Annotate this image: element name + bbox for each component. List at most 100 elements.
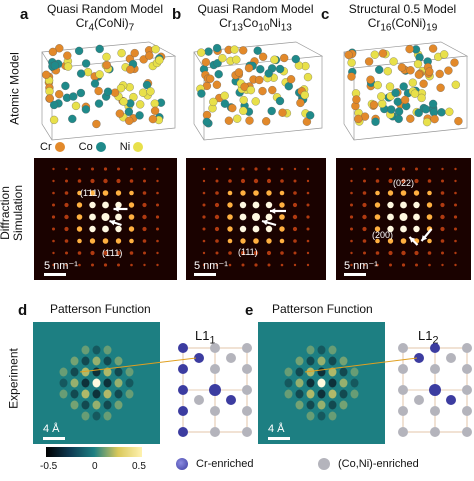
diffraction-spot [413,213,420,221]
diffraction-spot [252,213,260,221]
patterson-peak [92,367,101,377]
diffraction-spot [441,263,444,267]
diffraction-spot [215,191,219,195]
diffraction-spot [426,214,433,220]
diffraction-spot [156,263,159,267]
atom [244,63,254,73]
atom [232,55,241,64]
atom [63,51,72,60]
diffraction-spot [266,238,272,244]
diffraction-spot [349,215,354,219]
atom [90,79,100,88]
atom [220,99,230,108]
diffraction-spot [143,251,146,255]
diffraction-spot [415,263,418,267]
patterson-peak [125,389,134,399]
diffraction-spot [389,263,392,267]
diffraction-spot [253,238,259,244]
diffraction-spot [76,226,83,232]
atom [440,50,449,59]
atom [406,66,415,75]
atom [212,80,222,89]
atom [375,65,384,74]
diffraction-spot [350,263,353,267]
diffraction-spot [428,263,431,267]
atom [258,52,268,61]
coni-enriched-site [462,385,472,395]
diffraction-spot [267,167,271,171]
patterson-peak [103,411,112,421]
diffraction-spot [387,238,394,244]
diffraction-spot [102,225,109,233]
cr-enriched-site [446,395,456,405]
diffraction-spot [77,251,82,255]
patterson-peak [328,367,337,377]
arrow-head [109,219,116,226]
patterson-peak [306,411,315,421]
diffraction-spot [142,226,147,232]
diffraction-spot [306,179,310,183]
atom [116,84,126,93]
atom [110,88,120,97]
diffraction-spot [401,263,406,267]
atomic-model-b [186,34,326,154]
diffraction-spot [51,215,56,219]
diffraction-spot [427,238,432,244]
atom [347,72,356,81]
patterson-peak [70,356,79,366]
atom [45,94,54,103]
atom [385,82,395,91]
patterson-peak [317,400,326,410]
diffraction-spot [89,190,96,196]
atom [391,88,400,98]
diffraction-spot [293,179,297,183]
patterson-peak [339,356,348,366]
diffraction-spot [440,239,445,243]
atom [230,45,239,54]
diffraction-spot [362,202,367,208]
diffraction-spot [454,263,457,267]
diffraction-spot [389,167,392,171]
atom [245,116,254,125]
diffraction-spot [427,179,432,183]
atom [387,105,396,114]
atom [148,114,158,124]
patterson-peak [125,367,134,377]
patterson-peak [103,345,112,355]
coni-enriched-site [242,406,252,416]
diffraction-spot [265,201,273,209]
l1-1-lattice-svg [178,343,252,437]
diffraction-spot [375,251,380,255]
diffraction-spot [102,201,109,209]
atom [239,106,248,115]
diffraction-spot [306,263,310,267]
scale-text-a: 5 nm⁻¹ [44,260,78,272]
diffraction-spot [293,167,297,171]
atom [197,89,206,98]
scale-bar-c [344,273,366,276]
diffraction-spot [52,179,55,183]
diffraction-spot [90,178,95,184]
cr-enriched-site [430,343,440,353]
diffraction-spot [215,239,219,243]
diffraction-spot [227,238,233,244]
legend-ni: Ni [120,141,144,153]
diffraction-spot [239,213,247,221]
diffraction-spot [202,227,206,231]
atom [267,106,276,116]
diffraction-spot [117,167,120,171]
diffraction-spot [202,239,206,243]
atom [278,108,287,117]
diffraction-spot [388,250,393,256]
atom [406,114,415,123]
diffraction-spot [91,263,94,267]
diffraction-spot [202,203,206,207]
patterson-peak [328,389,337,399]
patterson-peak [295,356,304,366]
patterson-peak [317,367,326,377]
diffraction-spot [228,251,232,255]
coni-enriched-site [414,395,424,405]
diffraction-spot [129,190,134,196]
atom [206,74,215,83]
diffraction-spot [441,251,444,255]
